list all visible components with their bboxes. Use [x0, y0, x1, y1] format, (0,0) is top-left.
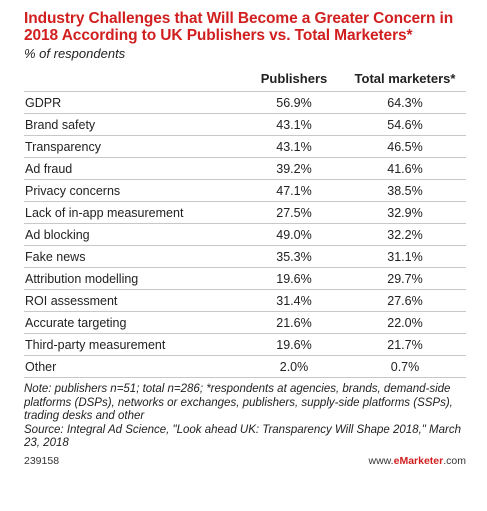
row-label: Ad fraud — [24, 157, 244, 180]
chart-title: Industry Challenges that Will Become a G… — [24, 10, 454, 44]
table-row: Third-party measurement 19.6% 21.7% — [24, 333, 466, 356]
row-header-cell — [24, 71, 244, 92]
table-row: Ad fraud 39.2% 41.6% — [24, 157, 466, 180]
table-body: GDPR 56.9% 64.3% Brand safety 43.1% 54.6% Tran… — [24, 91, 466, 378]
publishers-value: 43.1% — [244, 135, 344, 158]
publishers-value: 21.6% — [244, 311, 344, 334]
publishers-value: 31.4% — [244, 289, 344, 312]
table-row: Other 2.0% 0.7% — [24, 355, 466, 378]
source-text: Source: Integral Ad Science, "Look ahead… — [24, 423, 461, 450]
chart-container: Industry Challenges that Will Become a G… — [24, 10, 466, 467]
table-row: Fake news 35.3% 31.1% — [24, 245, 466, 268]
brand-suffix: .com — [443, 454, 466, 467]
total-marketers-value: 46.5% — [344, 135, 466, 158]
row-label: Privacy concerns — [24, 179, 244, 202]
note-text: Note: publishers n=51; total n=286; *res… — [24, 383, 453, 422]
total-marketers-value: 32.2% — [344, 223, 466, 246]
row-label: Accurate targeting — [24, 311, 244, 334]
total-marketers-value: 54.6% — [344, 113, 466, 136]
publishers-value: 56.9% — [244, 91, 344, 114]
total-marketers-value: 64.3% — [344, 91, 466, 114]
data-table: Publishers Total marketers* GDPR 56.9% 64.… — [24, 71, 466, 378]
table-row: Attribution modelling 19.6% 29.7% — [24, 267, 466, 290]
publishers-value: 19.6% — [244, 333, 344, 356]
row-label: Ad blocking — [24, 223, 244, 246]
row-label: Brand safety — [24, 113, 244, 136]
table-row: Transparency 43.1% 46.5% — [24, 135, 466, 158]
chart-notes: Note: publishers n=51; total n=286; *res… — [24, 383, 466, 451]
row-label: GDPR — [24, 91, 244, 114]
total-marketers-value: 22.0% — [344, 311, 466, 334]
brand-logo: www.eMarketer.com — [369, 455, 466, 467]
table-header-row: Publishers Total marketers* — [24, 71, 466, 92]
column-header-total-marketers: Total marketers* — [354, 71, 456, 86]
column-header-publishers: Publishers — [260, 71, 328, 86]
row-label: Transparency — [24, 135, 244, 158]
brand-name: eMarketer — [393, 454, 444, 467]
table-row: Brand safety 43.1% 54.6% — [24, 113, 466, 136]
row-label: Attribution modelling — [24, 267, 244, 290]
total-marketers-value: 27.6% — [344, 289, 466, 312]
publishers-value: 35.3% — [244, 245, 344, 268]
total-marketers-value: 32.9% — [344, 201, 466, 224]
total-marketers-value: 41.6% — [344, 157, 466, 180]
publishers-value: 43.1% — [244, 113, 344, 136]
row-label: Fake news — [24, 245, 244, 268]
chart-subtitle: % of respondents — [24, 46, 126, 61]
total-marketers-value: 29.7% — [344, 267, 466, 290]
publishers-value: 19.6% — [244, 267, 344, 290]
row-label: Third-party measurement — [24, 333, 244, 356]
total-marketers-value: 31.1% — [344, 245, 466, 268]
row-label: Other — [24, 355, 244, 378]
table-row: Lack of in-app measurement 27.5% 32.9% — [24, 201, 466, 224]
chart-footer: 239158 www.eMarketer.com — [24, 455, 466, 467]
publishers-value: 49.0% — [244, 223, 344, 246]
publishers-value: 27.5% — [244, 201, 344, 224]
table-row: GDPR 56.9% 64.3% — [24, 91, 466, 114]
table-row: ROI assessment 31.4% 27.6% — [24, 289, 466, 312]
publishers-value: 47.1% — [244, 179, 344, 202]
row-label: ROI assessment — [24, 289, 244, 312]
row-label: Lack of in-app measurement — [24, 201, 244, 224]
chart-id: 239158 — [24, 454, 60, 467]
publishers-value: 2.0% — [244, 355, 344, 378]
total-marketers-value: 0.7% — [344, 355, 466, 378]
publishers-value: 39.2% — [244, 157, 344, 180]
table-row: Privacy concerns 47.1% 38.5% — [24, 179, 466, 202]
total-marketers-value: 21.7% — [344, 333, 466, 356]
table-row: Ad blocking 49.0% 32.2% — [24, 223, 466, 246]
total-marketers-value: 38.5% — [344, 179, 466, 202]
table-row: Accurate targeting 21.6% 22.0% — [24, 311, 466, 334]
brand-prefix: www. — [368, 454, 394, 467]
